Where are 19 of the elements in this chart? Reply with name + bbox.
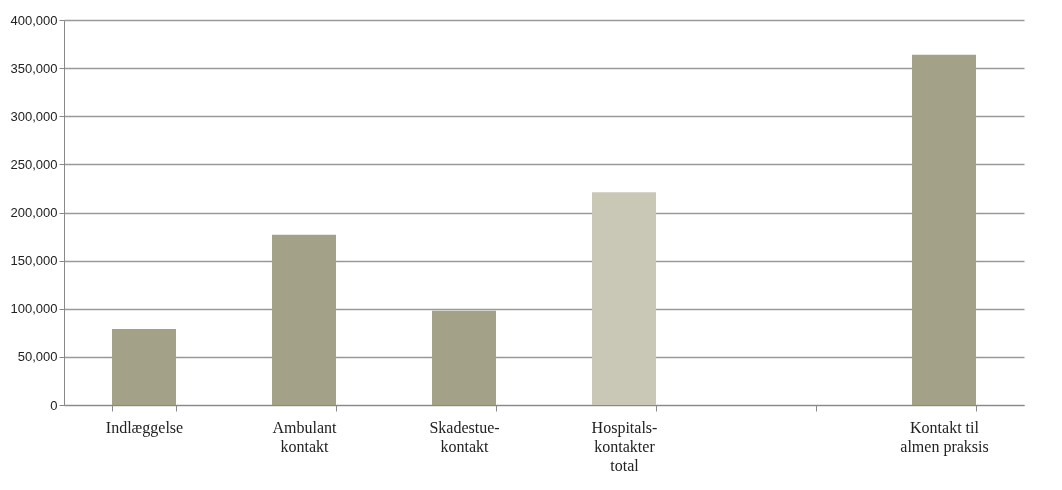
- bar: [912, 54, 976, 405]
- y-tick-label: 200,000: [10, 205, 58, 220]
- x-tick-label: Hospitals- kontakter total: [591, 418, 658, 474]
- bar: [272, 234, 336, 405]
- y-tick-label: 100,000: [10, 301, 58, 317]
- y-tick-label: 50,000: [17, 349, 58, 365]
- x-tick-label: Indlæggelse: [105, 418, 184, 437]
- bar: [592, 192, 656, 405]
- y-tick-label: 350,000: [10, 60, 58, 76]
- y-tick-label: 0: [50, 397, 58, 413]
- y-tick-label: 150,000: [10, 253, 58, 269]
- bar: [432, 310, 496, 405]
- y-tick-label: 400,000: [10, 12, 58, 28]
- x-tick-label: Kontakt til almen praksis: [900, 418, 989, 456]
- x-tick-label: Ambulant kontakt: [272, 418, 338, 455]
- y-tick-label: 300,000: [10, 108, 58, 124]
- y-tick-label: 250,000: [10, 156, 58, 172]
- bar: [112, 328, 176, 405]
- x-tick-label: Skadestue- kontakt: [429, 418, 500, 455]
